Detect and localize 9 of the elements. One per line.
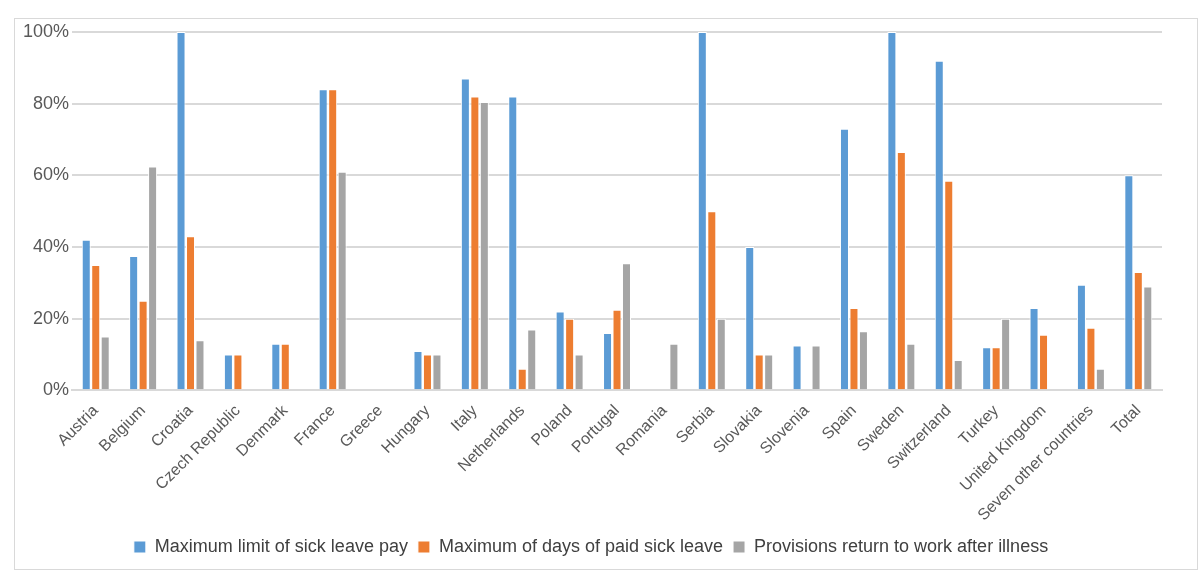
y-tick-label: 20% (33, 307, 70, 328)
legend-label: Provisions return to work after illness (754, 535, 1049, 556)
legend-label: Maximum of days of paid sick leave (438, 535, 724, 556)
y-tick-label: 100% (22, 20, 70, 41)
y-tick-label: 80% (33, 92, 70, 113)
y-tick-label: 40% (33, 235, 70, 256)
y-tick-label: 0% (43, 379, 70, 400)
y-tick-label: 60% (33, 164, 70, 185)
legend-label: Maximum limit of sick leave pay (154, 535, 408, 556)
